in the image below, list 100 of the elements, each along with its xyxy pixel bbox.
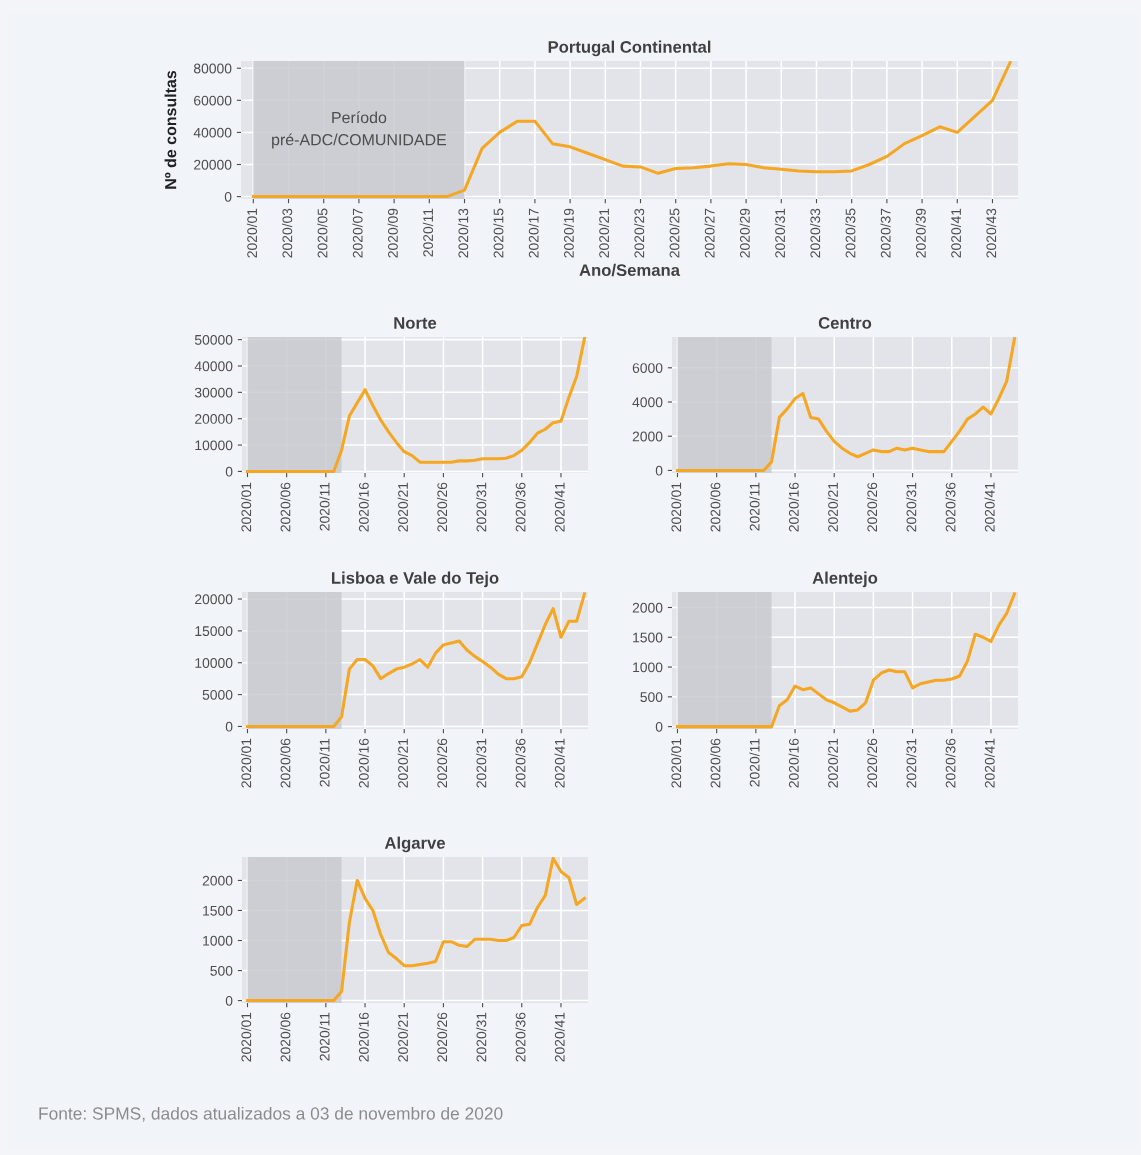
x-tick-label: 2020/01: [671, 482, 682, 532]
y-tick-label: 6000: [632, 363, 663, 373]
x-tick-label: 2020/01: [241, 1012, 252, 1062]
y-tick-label: 10000: [195, 440, 233, 451]
band-label: Período pré-ADC/COMUNIDADE: [272, 111, 447, 149]
x-tick-label: 2020/16: [358, 738, 369, 788]
y-tick-label: 20000: [194, 159, 232, 170]
chart-title: Alentejo: [812, 571, 878, 588]
x-tick-label: 2020/41: [554, 1012, 565, 1062]
x-tick-label: 2020/01: [671, 738, 682, 788]
x-tick-label: 2020/25: [669, 208, 680, 258]
x-tick-label: 2020/37: [880, 208, 891, 258]
x-tick-label: 2020/26: [436, 1012, 448, 1062]
x-tick-label: 2020/41: [984, 482, 995, 532]
y-tick-label: 15000: [195, 626, 233, 637]
x-tick-label: 2020/21: [397, 1012, 408, 1062]
x-tick-label: 2020/21: [827, 738, 838, 788]
x-tick-label: 2020/26: [436, 482, 448, 532]
x-tick-label: 2020/36: [515, 482, 526, 532]
x-tick-label: 2020/13: [458, 208, 469, 258]
x-tick-label: 2020/21: [827, 482, 838, 532]
x-tick-label: 2020/16: [788, 738, 799, 788]
y-axis-title: Nº de consultas: [164, 70, 177, 189]
x-tick-label: 2020/17: [528, 208, 539, 258]
y-tick-label: 60000: [194, 95, 232, 106]
x-tick-label: 2020/31: [774, 208, 786, 258]
x-tick-label: 2020/16: [358, 1012, 369, 1062]
chart-title: Lisboa e Vale do Tejo: [331, 571, 499, 588]
x-tick-label: 2020/41: [554, 482, 565, 532]
line-series: [245, 337, 586, 473]
y-tick-label: 2000: [632, 431, 663, 442]
line-series: [245, 592, 586, 728]
x-tick-label: 2020/43: [986, 208, 997, 258]
x-tick-label: 2020/36: [515, 738, 526, 788]
x-tick-label: 2020/23: [634, 208, 645, 258]
x-tick-label: 2020/26: [866, 738, 878, 788]
y-tick-label: 2000: [632, 602, 663, 613]
x-tick-label: 2020/09: [387, 208, 398, 258]
x-tick-label: 2020/06: [710, 482, 721, 532]
x-tick-label: 2020/31: [476, 738, 487, 788]
x-tick-label: 2020/06: [280, 482, 291, 532]
y-tick-label: 0: [224, 191, 232, 202]
x-tick-label: 2020/01: [241, 482, 252, 532]
x-tick-label: 2020/01: [241, 738, 252, 788]
x-tick-label: 2020/31: [476, 482, 487, 532]
source-note: Fonte: SPMS, dados atualizados a 03 de novembro de 2020: [39, 1106, 503, 1122]
x-tick-label: 2020/35: [845, 208, 856, 258]
x-tick-label: 2020/05: [317, 208, 328, 258]
y-tick-label: 500: [640, 692, 663, 702]
y-tick-label: 1500: [203, 905, 233, 916]
x-tick-label: 2020/06: [280, 738, 291, 788]
x-tick-label: 2020/11: [422, 208, 434, 257]
y-tick-label: 0: [655, 721, 663, 732]
x-tick-label: 2020/27: [704, 208, 715, 258]
line-series: [251, 61, 1012, 199]
y-tick-label: 0: [225, 995, 233, 1006]
chart-title: Portugal Continental: [548, 40, 711, 57]
x-tick-label: 2020/29: [739, 208, 750, 258]
x-tick-label: 2020/31: [906, 482, 917, 532]
x-tick-label: 2020/33: [810, 208, 821, 258]
x-tick-label: 2020/01: [246, 208, 258, 258]
x-tick-label: 2020/36: [515, 1012, 526, 1062]
x-tick-label: 2020/26: [866, 482, 878, 532]
x-tick-label: 2020/26: [436, 738, 448, 788]
x-tick-label: 2020/31: [906, 738, 917, 788]
y-tick-label: 0: [225, 721, 233, 732]
x-tick-label: 2020/16: [358, 482, 369, 532]
x-tick-label: 2020/19: [563, 208, 574, 258]
y-tick-label: 4000: [632, 397, 663, 408]
y-tick-label: 50000: [194, 334, 233, 345]
x-tick-label: 2020/11: [749, 738, 760, 787]
x-tick-label: 2020/36: [945, 482, 956, 532]
x-tick-label: 2020/16: [788, 482, 799, 532]
x-tick-label: 2020/11: [319, 1012, 330, 1061]
x-axis-title: Ano/Semana: [579, 263, 681, 277]
chart-title: Norte: [394, 317, 437, 329]
x-tick-label: 2020/21: [397, 482, 408, 532]
x-tick-label: 2020/11: [319, 738, 330, 787]
line-series: [245, 857, 586, 1003]
x-tick-label: 2020/21: [397, 738, 408, 788]
y-tick-label: 20000: [195, 414, 233, 424]
y-tick-label: 2000: [202, 875, 233, 886]
x-tick-label: 2020/07: [352, 208, 363, 258]
y-tick-label: 80000: [193, 63, 232, 74]
x-tick-label: 2020/06: [280, 1012, 291, 1062]
x-tick-label: 2020/36: [945, 738, 956, 788]
y-tick-label: 40000: [193, 127, 232, 138]
y-tick-label: 1000: [633, 662, 663, 673]
y-tick-label: 1500: [633, 632, 663, 643]
y-tick-label: 1000: [203, 935, 233, 946]
y-tick-label: 30000: [194, 387, 233, 398]
y-tick-label: 5000: [202, 689, 233, 700]
y-tick-label: 10000: [195, 658, 233, 668]
y-tick-label: 0: [655, 465, 663, 476]
x-tick-label: 2020/39: [915, 208, 926, 258]
x-tick-label: 2020/31: [476, 1012, 487, 1062]
line-series: [675, 592, 1016, 729]
x-tick-label: 2020/21: [598, 208, 610, 258]
x-tick-label: 2020/15: [493, 208, 504, 258]
x-tick-label: 2020/11: [749, 482, 760, 531]
